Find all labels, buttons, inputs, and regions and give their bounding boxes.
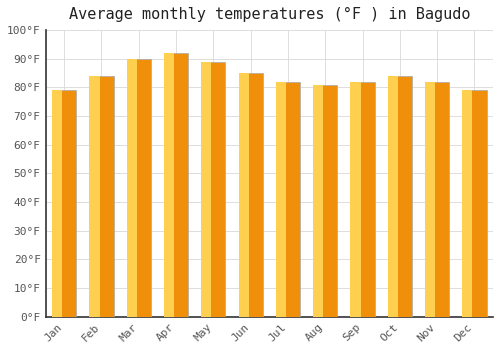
Bar xyxy=(126,59,151,317)
Bar xyxy=(201,62,226,317)
Bar xyxy=(90,76,114,317)
Bar xyxy=(388,76,412,317)
Bar xyxy=(201,62,211,317)
Bar xyxy=(276,82,286,317)
Bar xyxy=(425,82,449,317)
Bar xyxy=(425,82,435,317)
Bar xyxy=(276,82,300,317)
Bar xyxy=(350,82,360,317)
Bar xyxy=(164,53,188,317)
Bar xyxy=(462,90,472,317)
Bar xyxy=(388,76,398,317)
Title: Average monthly temperatures (°F ) in Bagudo: Average monthly temperatures (°F ) in Ba… xyxy=(68,7,470,22)
Bar xyxy=(313,85,338,317)
Bar xyxy=(238,73,263,317)
Bar xyxy=(164,53,174,317)
Bar xyxy=(52,90,76,317)
Bar xyxy=(462,90,486,317)
Bar xyxy=(313,85,324,317)
Bar xyxy=(52,90,62,317)
Bar xyxy=(350,82,374,317)
Bar xyxy=(126,59,137,317)
Bar xyxy=(238,73,248,317)
Bar xyxy=(90,76,100,317)
